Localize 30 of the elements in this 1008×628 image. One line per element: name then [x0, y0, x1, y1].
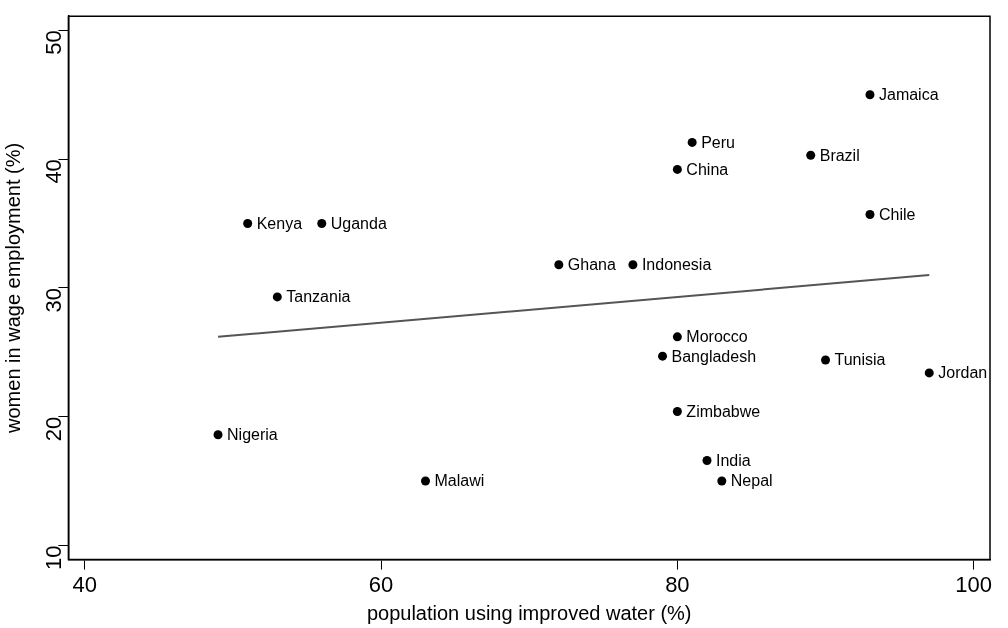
x-axis-title: population using improved water (%)	[366, 601, 692, 624]
annotation: Indonesia	[641, 256, 712, 274]
y-tick-label: 20	[41, 416, 67, 442]
annotation: Brazil	[819, 146, 860, 164]
annotation: Morocco	[686, 328, 748, 346]
annotation: Chile	[878, 205, 916, 223]
x-tick-label: 100	[955, 571, 993, 597]
annotation: Jordan	[938, 364, 988, 382]
annotation: Peru	[701, 133, 735, 151]
y-tick-label: 30	[41, 287, 67, 313]
annotation: Zimbabwe	[686, 402, 761, 420]
annotation: Tunisia	[834, 351, 886, 369]
annotation: Kenya	[256, 214, 303, 232]
annotation: Tanzania	[286, 288, 351, 306]
y-tick-label: 10	[41, 545, 67, 570]
annotation: Jamaica	[878, 86, 939, 104]
annotation: Nigeria	[227, 426, 278, 444]
annotation: Malawi	[434, 472, 485, 490]
x-tick-label: 60	[368, 571, 394, 597]
annotation: China	[686, 160, 729, 178]
x-tick-label: 80	[665, 571, 690, 597]
annotation: Uganda	[330, 214, 387, 232]
annotation: Nepal	[730, 472, 773, 490]
y-tick-label: 40	[41, 159, 67, 184]
annotation: Ghana	[567, 256, 616, 274]
y-axis-title: women in wage employment (%)	[1, 142, 24, 434]
annotation: India	[716, 451, 751, 469]
x-tick-label: 40	[72, 571, 97, 597]
y-tick-label: 50	[41, 30, 67, 55]
annotation: Bangladesh	[671, 347, 757, 365]
